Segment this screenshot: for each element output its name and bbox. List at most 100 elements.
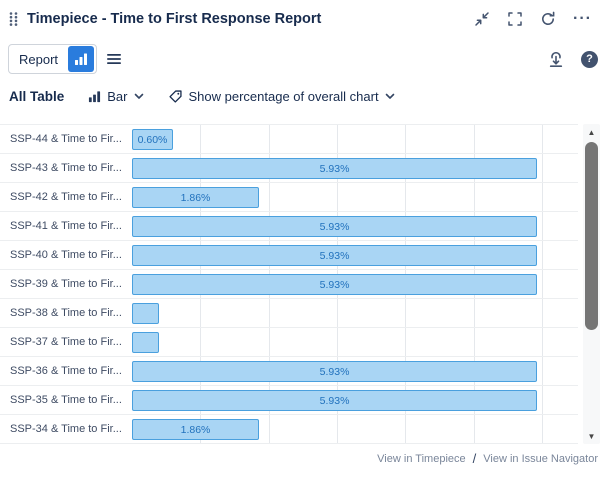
chart-row: SSP-43 & Time to Fir... 5.93% bbox=[0, 154, 578, 183]
view-in-issue-navigator-link[interactable]: View in Issue Navigator bbox=[483, 452, 598, 465]
help-icon[interactable]: ? bbox=[581, 50, 598, 68]
chart-row: SSP-35 & Time to Fir... 5.93% bbox=[0, 386, 578, 415]
gridline bbox=[268, 415, 270, 443]
row-label: SSP-36 & Time to Fir... bbox=[10, 365, 122, 377]
report-view-group: Report bbox=[8, 44, 98, 74]
chart-row: SSP-36 & Time to Fir... 5.93% bbox=[0, 357, 578, 386]
more-menu-icon[interactable]: ··· bbox=[573, 10, 592, 27]
gridline bbox=[336, 415, 338, 443]
chart-controls: All Table Bar Show percentage of overall… bbox=[0, 84, 606, 108]
bar[interactable]: 0.60% bbox=[132, 129, 173, 150]
gridline bbox=[268, 183, 270, 211]
chart-type-dropdown[interactable]: Bar bbox=[88, 89, 143, 104]
tag-icon bbox=[168, 89, 182, 103]
gadget-toolbar: Report bbox=[0, 44, 606, 74]
bar-value-label: 0.60% bbox=[137, 133, 168, 146]
gridline bbox=[541, 299, 543, 327]
scroll-down-icon[interactable]: ▼ bbox=[587, 431, 596, 441]
bar[interactable]: 5.93% bbox=[132, 245, 538, 266]
gridline bbox=[336, 183, 338, 211]
row-plot: 5.93% bbox=[132, 241, 576, 269]
bar[interactable] bbox=[132, 303, 160, 324]
gridline bbox=[473, 183, 475, 211]
bar[interactable]: 5.93% bbox=[132, 390, 538, 411]
row-plot: 5.93% bbox=[132, 270, 576, 298]
bar-chart-icon bbox=[89, 90, 101, 102]
bar[interactable]: 5.93% bbox=[132, 158, 538, 179]
report-tab-label[interactable]: Report bbox=[19, 51, 59, 67]
gridline bbox=[541, 386, 543, 414]
row-plot: 5.93% bbox=[132, 386, 576, 414]
chart-view-button[interactable] bbox=[68, 46, 95, 72]
view-in-timepiece-link[interactable]: View in Timepiece bbox=[377, 452, 466, 465]
gridline bbox=[200, 299, 202, 327]
toolbar-right: ? bbox=[547, 50, 598, 68]
bar-value-label: 5.93% bbox=[319, 162, 350, 175]
display-option-dropdown[interactable]: Show percentage of overall chart bbox=[168, 89, 395, 104]
vertical-scrollbar[interactable]: ▲ ▼ bbox=[583, 124, 600, 444]
row-plot bbox=[132, 299, 576, 327]
chart-row: SSP-42 & Time to Fir... 1.86% bbox=[0, 183, 578, 212]
bar-value-label: 5.93% bbox=[319, 249, 350, 262]
gridline bbox=[336, 299, 338, 327]
row-label: SSP-34 & Time to Fir... bbox=[10, 423, 122, 435]
row-plot: 1.86% bbox=[132, 415, 576, 443]
gridline bbox=[541, 212, 543, 240]
gridline bbox=[200, 125, 202, 153]
gridline bbox=[405, 299, 407, 327]
row-plot: 5.93% bbox=[132, 154, 576, 182]
gridline bbox=[268, 299, 270, 327]
export-download-icon[interactable] bbox=[547, 51, 565, 68]
drag-handle-icon[interactable] bbox=[8, 11, 19, 27]
row-label: SSP-37 & Time to Fir... bbox=[10, 336, 122, 348]
chart-row: SSP-34 & Time to Fir... 1.86% bbox=[0, 415, 578, 444]
gadget-title: Timepiece - Time to First Response Repor… bbox=[27, 11, 322, 27]
chart-row: SSP-44 & Time to Fir... 0.60% bbox=[0, 125, 578, 154]
row-label: SSP-40 & Time to Fir... bbox=[10, 249, 122, 261]
gridline bbox=[541, 154, 543, 182]
row-label: SSP-39 & Time to Fir... bbox=[10, 278, 122, 290]
bar-chart-white-icon bbox=[75, 53, 88, 65]
gridline bbox=[541, 415, 543, 443]
row-plot: 0.60% bbox=[132, 125, 576, 153]
gridline bbox=[405, 328, 407, 356]
chart-row: SSP-40 & Time to Fir... 5.93% bbox=[0, 241, 578, 270]
bar-value-label: 5.93% bbox=[319, 278, 350, 291]
bar[interactable] bbox=[132, 332, 160, 353]
gridline bbox=[473, 125, 475, 153]
row-plot bbox=[132, 328, 576, 356]
row-label: SSP-38 & Time to Fir... bbox=[10, 307, 122, 319]
bar[interactable]: 5.93% bbox=[132, 274, 538, 295]
gadget-footer: View in Timepiece / View in Issue Naviga… bbox=[0, 451, 606, 466]
row-plot: 1.86% bbox=[132, 183, 576, 211]
gridline bbox=[405, 125, 407, 153]
scroll-up-icon[interactable]: ▲ bbox=[587, 127, 596, 137]
chevron-down-icon bbox=[134, 93, 143, 99]
gridline bbox=[541, 270, 543, 298]
bar[interactable]: 1.86% bbox=[132, 419, 260, 440]
gridline bbox=[405, 415, 407, 443]
chart-row: SSP-41 & Time to Fir... 5.93% bbox=[0, 212, 578, 241]
bar-value-label: 1.86% bbox=[180, 423, 211, 436]
scrollbar-thumb[interactable] bbox=[585, 142, 598, 330]
collapse-icon[interactable] bbox=[474, 11, 490, 27]
list-view-button[interactable] bbox=[106, 52, 122, 66]
chart-section: SSP-44 & Time to Fir... 0.60% SSP-43 & Tim… bbox=[0, 124, 606, 444]
row-plot: 5.93% bbox=[132, 357, 576, 385]
gridline bbox=[336, 125, 338, 153]
bar[interactable]: 5.93% bbox=[132, 361, 538, 382]
row-plot: 5.93% bbox=[132, 212, 576, 240]
refresh-icon[interactable] bbox=[540, 11, 556, 27]
gridline bbox=[473, 299, 475, 327]
gridline bbox=[541, 125, 543, 153]
hamburger-icon bbox=[107, 54, 122, 64]
footer-separator: / bbox=[472, 451, 477, 466]
row-label: SSP-42 & Time to Fir... bbox=[10, 191, 122, 203]
chart-row: SSP-39 & Time to Fir... 5.93% bbox=[0, 270, 578, 299]
gadget-header: Timepiece - Time to First Response Repor… bbox=[0, 0, 606, 36]
fullscreen-icon[interactable] bbox=[507, 11, 523, 27]
bar[interactable]: 5.93% bbox=[132, 216, 538, 237]
bar[interactable]: 1.86% bbox=[132, 187, 260, 208]
bar-value-label: 5.93% bbox=[319, 365, 350, 378]
